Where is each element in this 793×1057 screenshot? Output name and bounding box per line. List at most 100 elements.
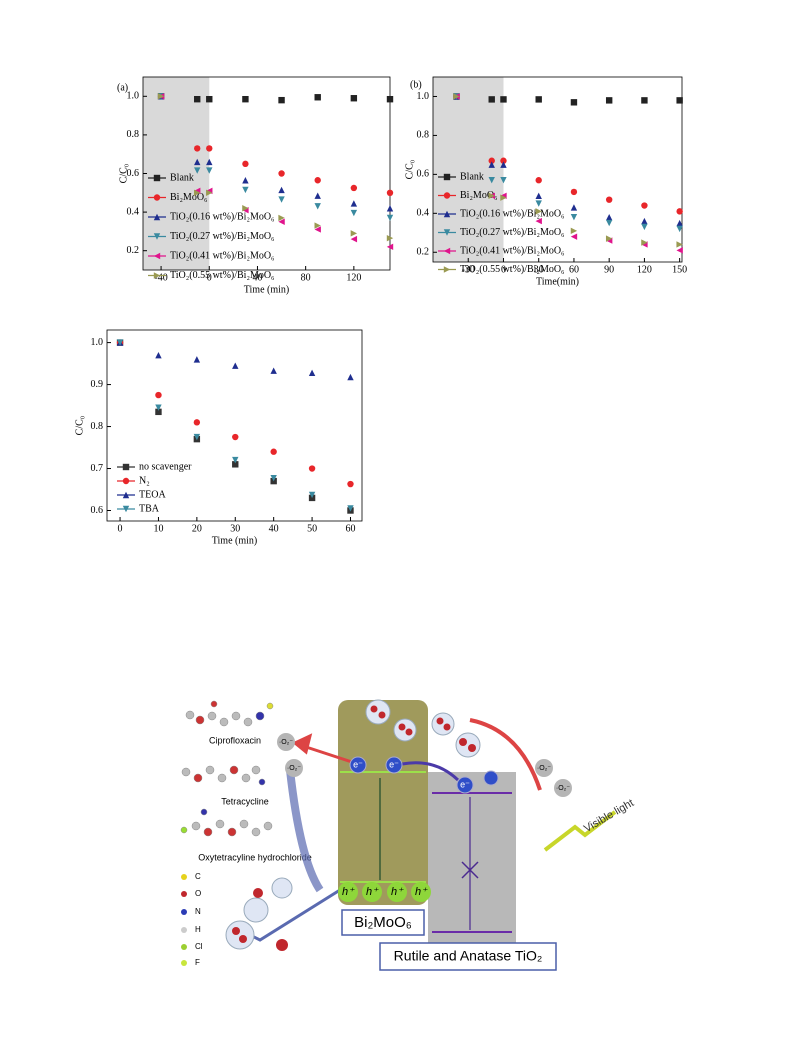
x-tick-label: 90 <box>604 264 614 275</box>
marker <box>535 177 542 184</box>
element-legend <box>181 874 187 966</box>
marker <box>193 433 201 441</box>
x-tick-label: 0 <box>207 272 212 283</box>
y-tick-label: 0.8 <box>127 129 140 140</box>
marker <box>206 95 213 103</box>
legend-label: TiO₂(0.27 wt%)/Bi₂MoO₆ <box>460 227 565 238</box>
x-axis-title: Time(min) <box>536 276 579 287</box>
marker <box>350 235 358 243</box>
marker <box>242 186 249 194</box>
marker <box>193 419 201 426</box>
x-tick-label: -40 <box>154 272 167 283</box>
y-axis-title: C/C₀ <box>404 159 415 179</box>
x-tick-label: 20 <box>192 523 202 534</box>
element-label: F <box>195 958 200 967</box>
x-tick-label: 80 <box>301 272 311 283</box>
legend-marker <box>153 233 161 240</box>
marker <box>535 200 542 207</box>
marker <box>641 217 648 225</box>
marker <box>194 189 201 196</box>
x-tick-label: 30 <box>230 523 240 534</box>
marker <box>570 227 578 235</box>
marker <box>676 225 683 233</box>
electron-label: e⁻ <box>389 759 399 769</box>
label-box <box>379 942 557 971</box>
reduction-arrow <box>292 733 353 764</box>
marker <box>206 158 213 166</box>
marker <box>570 214 578 221</box>
element-label: Cl <box>195 942 203 951</box>
legend-label: Blank <box>460 171 484 182</box>
marker <box>605 196 613 203</box>
mechanism-diagram: Ciprofloxacin Tetracycline Oxytetracylin… <box>165 690 636 975</box>
electron <box>385 756 403 774</box>
marker <box>535 208 542 215</box>
y-tick-label: 0.4 <box>127 206 140 217</box>
marker <box>206 167 213 174</box>
hole <box>338 882 358 902</box>
light-beam <box>543 810 617 852</box>
y-tick-label: 0.6 <box>127 168 140 179</box>
marker <box>308 369 316 377</box>
marker <box>641 97 648 104</box>
panel-label: (b) <box>410 79 422 90</box>
marker <box>570 204 578 211</box>
marker <box>242 205 249 212</box>
x-tick-label: 60 <box>345 523 355 534</box>
x-tick-label: 60 <box>569 264 579 275</box>
y-tick-label: 1.0 <box>127 91 140 102</box>
marker <box>500 96 507 103</box>
marker <box>535 217 542 225</box>
y-tick-label: 0.9 <box>91 379 104 390</box>
bi2moo6-block <box>338 700 428 905</box>
legend-label: TiO₂(0.55 wt%)/Bi₂MoO₆ <box>460 264 565 275</box>
marker <box>386 189 394 196</box>
legend-marker <box>122 477 130 485</box>
legend-marker <box>153 272 161 279</box>
marker <box>535 96 542 103</box>
y-tick-label: 0.2 <box>417 247 430 258</box>
electron-label: e⁻ <box>353 759 363 769</box>
molecule-cluster <box>180 700 274 837</box>
legend-marker <box>443 192 451 199</box>
electron-transfer-arrow <box>401 761 460 782</box>
marker <box>278 214 285 222</box>
marker <box>270 367 277 374</box>
y-tick-label: 1.0 <box>417 91 430 102</box>
y-tick-label: 0.8 <box>91 421 104 432</box>
marker <box>350 95 358 102</box>
radical <box>535 759 553 777</box>
marker <box>347 505 354 512</box>
plot-frame <box>106 329 363 522</box>
marker <box>350 209 358 217</box>
marker <box>194 167 201 174</box>
marker <box>242 160 249 168</box>
marker <box>232 461 239 468</box>
legend-label: N₂ <box>139 475 150 486</box>
marker <box>605 214 613 221</box>
y-tick-label: 0.4 <box>417 208 430 219</box>
legend-marker <box>443 173 451 181</box>
legend-label: TiO₂(0.16 wt%)/Bi₂MoO₆ <box>460 208 565 219</box>
y-axis-title: C/C₀ <box>118 163 129 183</box>
radical-label: ·O₂⁻ <box>279 739 293 746</box>
marker <box>232 362 239 369</box>
radical <box>554 779 572 797</box>
marker <box>605 219 613 227</box>
x-tick-label: 120 <box>637 264 652 275</box>
y-tick-label: 0.2 <box>127 245 140 256</box>
radical-label: ·O₂⁻ <box>537 765 551 772</box>
marker <box>350 184 358 192</box>
marker <box>314 226 321 233</box>
oxygen-atoms <box>232 705 476 951</box>
y-tick-label: 0.7 <box>91 463 104 474</box>
marker <box>193 356 201 363</box>
marker <box>206 189 213 196</box>
marker <box>386 214 394 222</box>
marker <box>155 351 162 359</box>
marker <box>206 145 213 152</box>
legend-marker <box>122 491 130 499</box>
x-tick-label: -30 <box>462 264 475 275</box>
marker <box>570 188 578 196</box>
radical <box>285 759 303 777</box>
